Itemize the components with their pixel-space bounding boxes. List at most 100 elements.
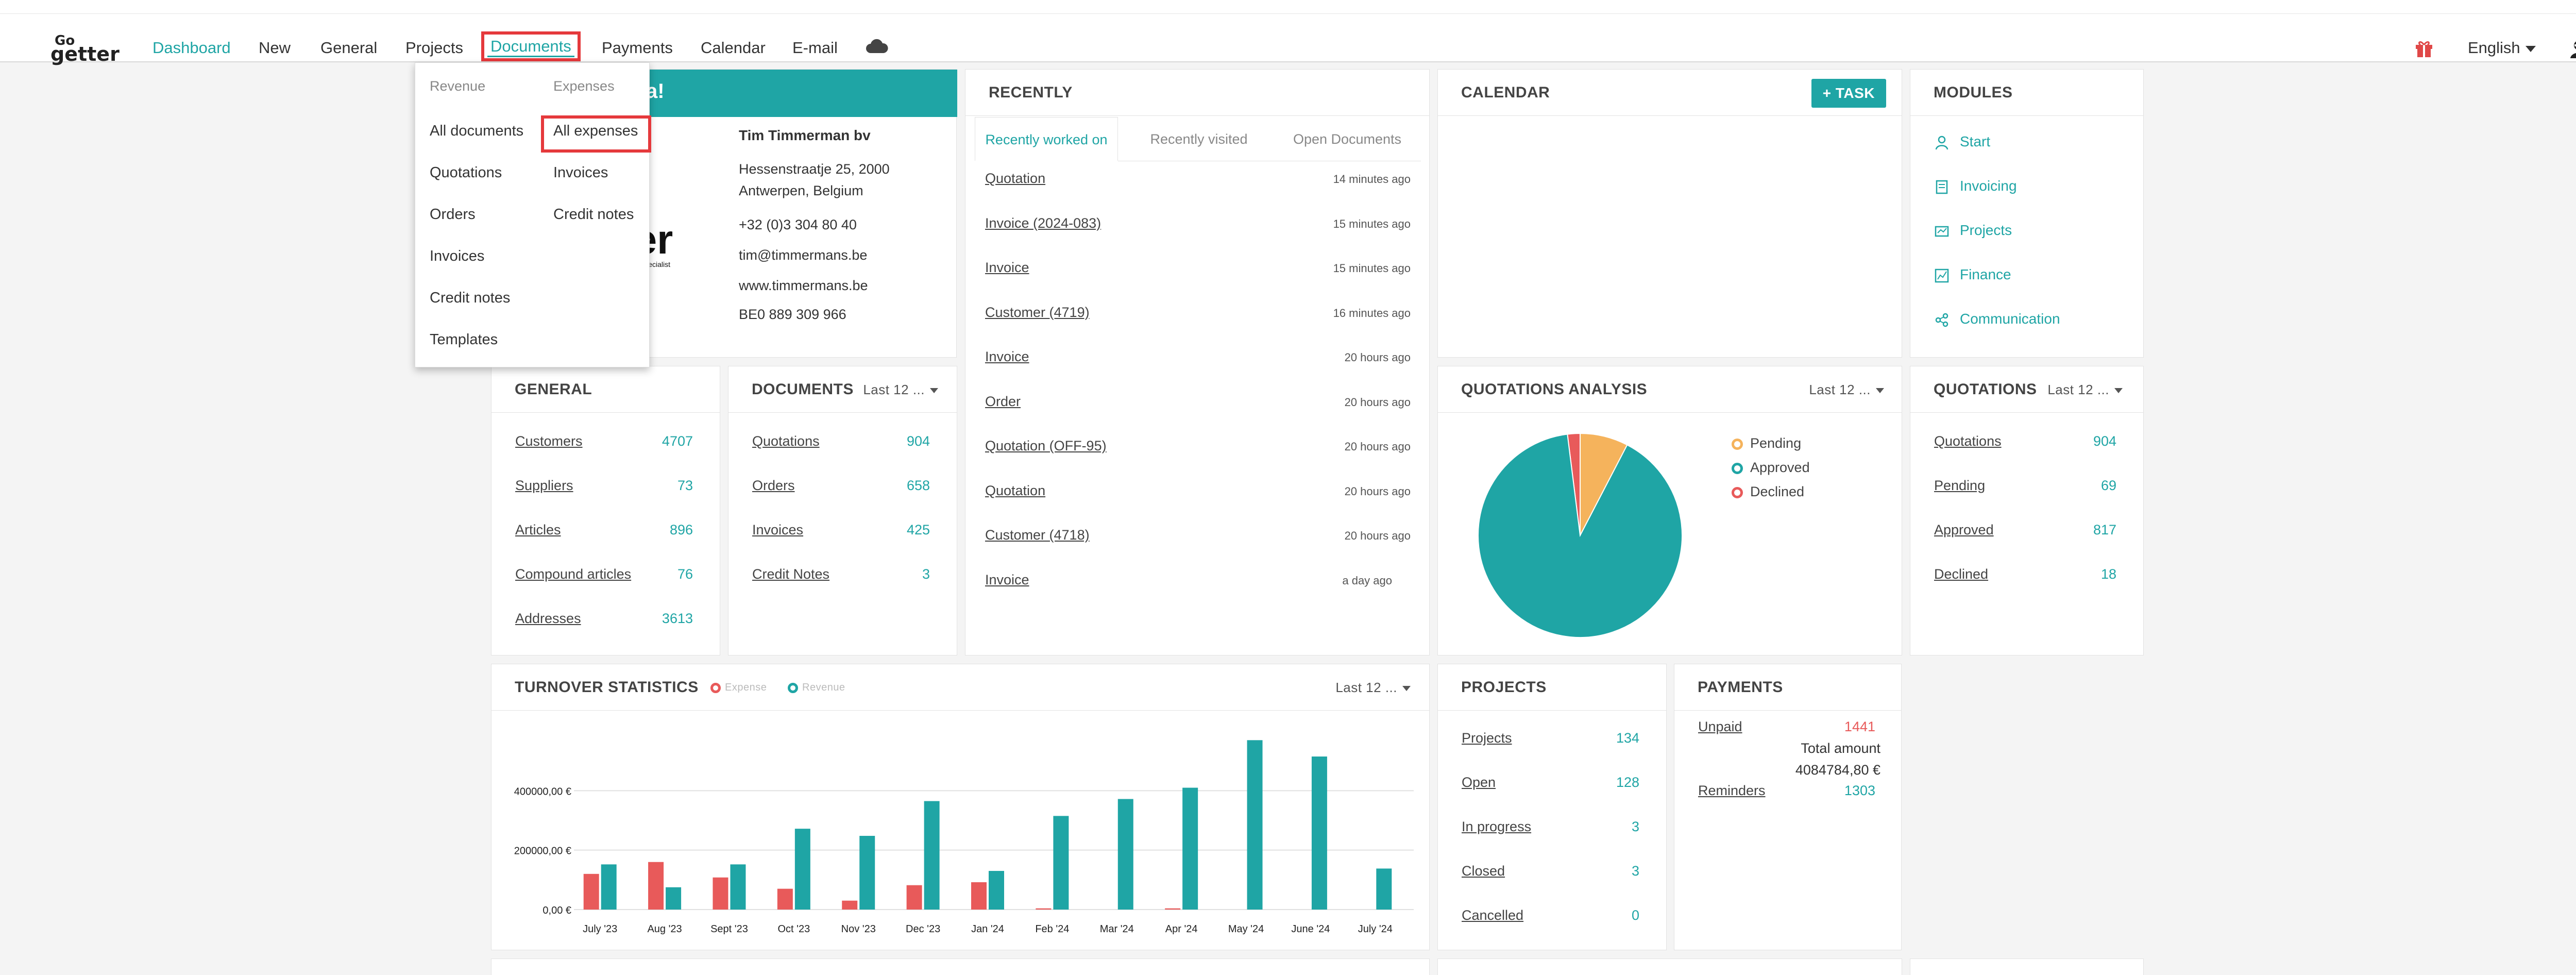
recent-item-time: 20 hours ago: [1344, 529, 1411, 542]
general-row-link[interactable]: Suppliers: [515, 478, 573, 493]
x-tick-label: Dec '23: [906, 923, 940, 935]
tab-recently-visited[interactable]: Recently visited: [1150, 131, 1248, 147]
module-invoicing[interactable]: Invoicing: [1934, 178, 2017, 195]
general-row-link[interactable]: Compound articles: [515, 566, 632, 582]
recent-item-link[interactable]: Order: [985, 393, 1021, 409]
recent-item-link[interactable]: Quotation: [985, 482, 1046, 498]
gift-icon[interactable]: [2414, 39, 2434, 58]
projects-row-link[interactable]: Closed: [1462, 863, 1505, 879]
turnover-title-text: TURNOVER STATISTICS: [515, 679, 699, 696]
company-vat: BE0 889 309 966: [739, 307, 846, 322]
recent-item-link[interactable]: Invoice: [985, 349, 1029, 364]
general-row-link[interactable]: Articles: [515, 522, 561, 537]
general-row-link[interactable]: Customers: [515, 433, 583, 449]
menu-credit-notes[interactable]: Credit notes: [430, 290, 511, 306]
x-tick-label: Feb '24: [1035, 923, 1069, 935]
x-tick-label: Sept '23: [710, 923, 748, 935]
menu-invoices[interactable]: Invoices: [430, 248, 485, 264]
general-row-value: 896: [669, 522, 693, 537]
gogetter-logo[interactable]: Go getter: [50, 33, 128, 65]
nav-general[interactable]: General: [320, 39, 378, 57]
documents-period-label: Last 12 ...: [863, 382, 925, 397]
recent-item-link[interactable]: Quotation: [985, 171, 1046, 186]
projects-row-link[interactable]: Projects: [1462, 730, 1512, 746]
quotations-row-link[interactable]: Pending: [1934, 478, 1986, 493]
module-finance[interactable]: Finance: [1934, 266, 2011, 283]
menu-all-expenses[interactable]: All expenses: [553, 123, 638, 139]
quotations-analysis-title: QUOTATIONS ANALYSIS Last 12 ...: [1438, 366, 1902, 413]
company-website: www.timmermans.be: [739, 278, 868, 293]
calendar-title: CALENDAR + Task: [1438, 70, 1902, 116]
legend-revenue[interactable]: Revenue: [788, 664, 845, 711]
documents-row-link[interactable]: Invoices: [752, 522, 804, 537]
projects-row-link[interactable]: Open: [1462, 775, 1496, 790]
documents-row-link[interactable]: Credit Notes: [752, 566, 830, 582]
nav-calendar[interactable]: Calendar: [701, 39, 766, 57]
payments-total-label: Total amount: [1801, 741, 1880, 756]
payments-unpaid-link[interactable]: Unpaid: [1698, 719, 1742, 734]
quotations-period-select[interactable]: Last 12 ...: [2047, 366, 2123, 413]
menu-quotations[interactable]: Quotations: [430, 164, 502, 181]
quotations-row-link[interactable]: Declined: [1934, 566, 1989, 582]
recent-item-time: 20 hours ago: [1344, 440, 1411, 453]
quotations-title: QUOTATIONS Last 12 ...: [1910, 366, 2143, 413]
legend-approved-label: Approved: [1750, 460, 1810, 475]
recent-item-link[interactable]: Invoice (2024-083): [985, 215, 1101, 231]
cloud-icon[interactable]: [866, 39, 888, 54]
pie-slice-approved: [1478, 433, 1683, 638]
module-projects[interactable]: Projects: [1934, 222, 2012, 239]
recent-item-link[interactable]: Quotation (OFF-95): [985, 438, 1107, 453]
quotations-row-link[interactable]: Quotations: [1934, 433, 2002, 449]
menu-expense-invoices[interactable]: Invoices: [553, 164, 608, 181]
documents-row-link[interactable]: Orders: [752, 478, 795, 493]
language-selector[interactable]: English: [2468, 39, 2536, 57]
payments-reminders-link[interactable]: Reminders: [1698, 783, 1766, 798]
legend-approved: Approved: [1732, 460, 1810, 476]
documents-row-link[interactable]: Quotations: [752, 433, 820, 449]
legend-expense[interactable]: Expense: [710, 664, 767, 711]
projects-row-link[interactable]: Cancelled: [1462, 907, 1524, 923]
module-communication[interactable]: Communication: [1934, 311, 2060, 328]
quotations-analysis-period-select[interactable]: Last 12 ...: [1809, 366, 1884, 413]
projects-row-value: 0: [1631, 907, 1639, 923]
revenue-dot-icon: [788, 682, 798, 693]
tab-open-documents[interactable]: Open Documents: [1293, 131, 1402, 147]
recent-item-time: 14 minutes ago: [1333, 173, 1411, 186]
nav-new[interactable]: New: [259, 39, 291, 57]
bar-revenue: [1117, 799, 1133, 910]
projects-row-link[interactable]: In progress: [1462, 819, 1532, 834]
modules-card: MODULES Start Invoicing Projects Finance…: [1910, 69, 2144, 358]
tab-recently-worked-on[interactable]: Recently worked on: [975, 117, 1118, 161]
recent-item-link[interactable]: Customer (4719): [985, 304, 1090, 320]
recent-item-time: 20 hours ago: [1344, 351, 1411, 364]
recent-item-link[interactable]: Invoice: [985, 571, 1029, 587]
payments-reminders-value: 1303: [1844, 783, 1875, 798]
calendar-card: CALENDAR + Task: [1437, 69, 1902, 358]
recent-item-link[interactable]: Customer (4718): [985, 527, 1090, 543]
recent-item-link[interactable]: Invoice: [985, 260, 1029, 275]
user-avatar-icon[interactable]: [2568, 39, 2576, 59]
documents-row-value: 904: [906, 433, 930, 449]
bar-expense: [971, 882, 987, 910]
turnover-period-select[interactable]: Last 12 ...: [1335, 664, 1411, 711]
menu-expense-credit-notes[interactable]: Credit notes: [553, 206, 634, 223]
quotations-row-value: 69: [2100, 478, 2116, 493]
nav-email[interactable]: E-mail: [792, 39, 838, 57]
module-start[interactable]: Start: [1934, 133, 1990, 150]
y-tick-label: 400000,00 €: [514, 786, 571, 797]
pending-dot-icon: [1732, 438, 1743, 450]
menu-templates[interactable]: Templates: [430, 331, 498, 348]
nav-projects[interactable]: Projects: [405, 39, 463, 57]
company-street: Hessenstraatje 25, 2000: [739, 161, 890, 177]
quotations-row-link[interactable]: Approved: [1934, 522, 1994, 537]
add-task-button[interactable]: + Task: [1811, 79, 1886, 108]
nav-dashboard[interactable]: Dashboard: [152, 39, 231, 57]
nav-documents[interactable]: Documents: [481, 31, 581, 61]
menu-orders[interactable]: Orders: [430, 206, 476, 223]
person-icon: [1935, 136, 1948, 150]
menu-all-documents[interactable]: All documents: [430, 123, 524, 139]
x-tick-label: Aug '23: [647, 923, 682, 935]
general-row-link[interactable]: Addresses: [515, 611, 581, 626]
documents-period-select[interactable]: Last 12 ...: [863, 366, 938, 413]
nav-payments[interactable]: Payments: [602, 39, 673, 57]
